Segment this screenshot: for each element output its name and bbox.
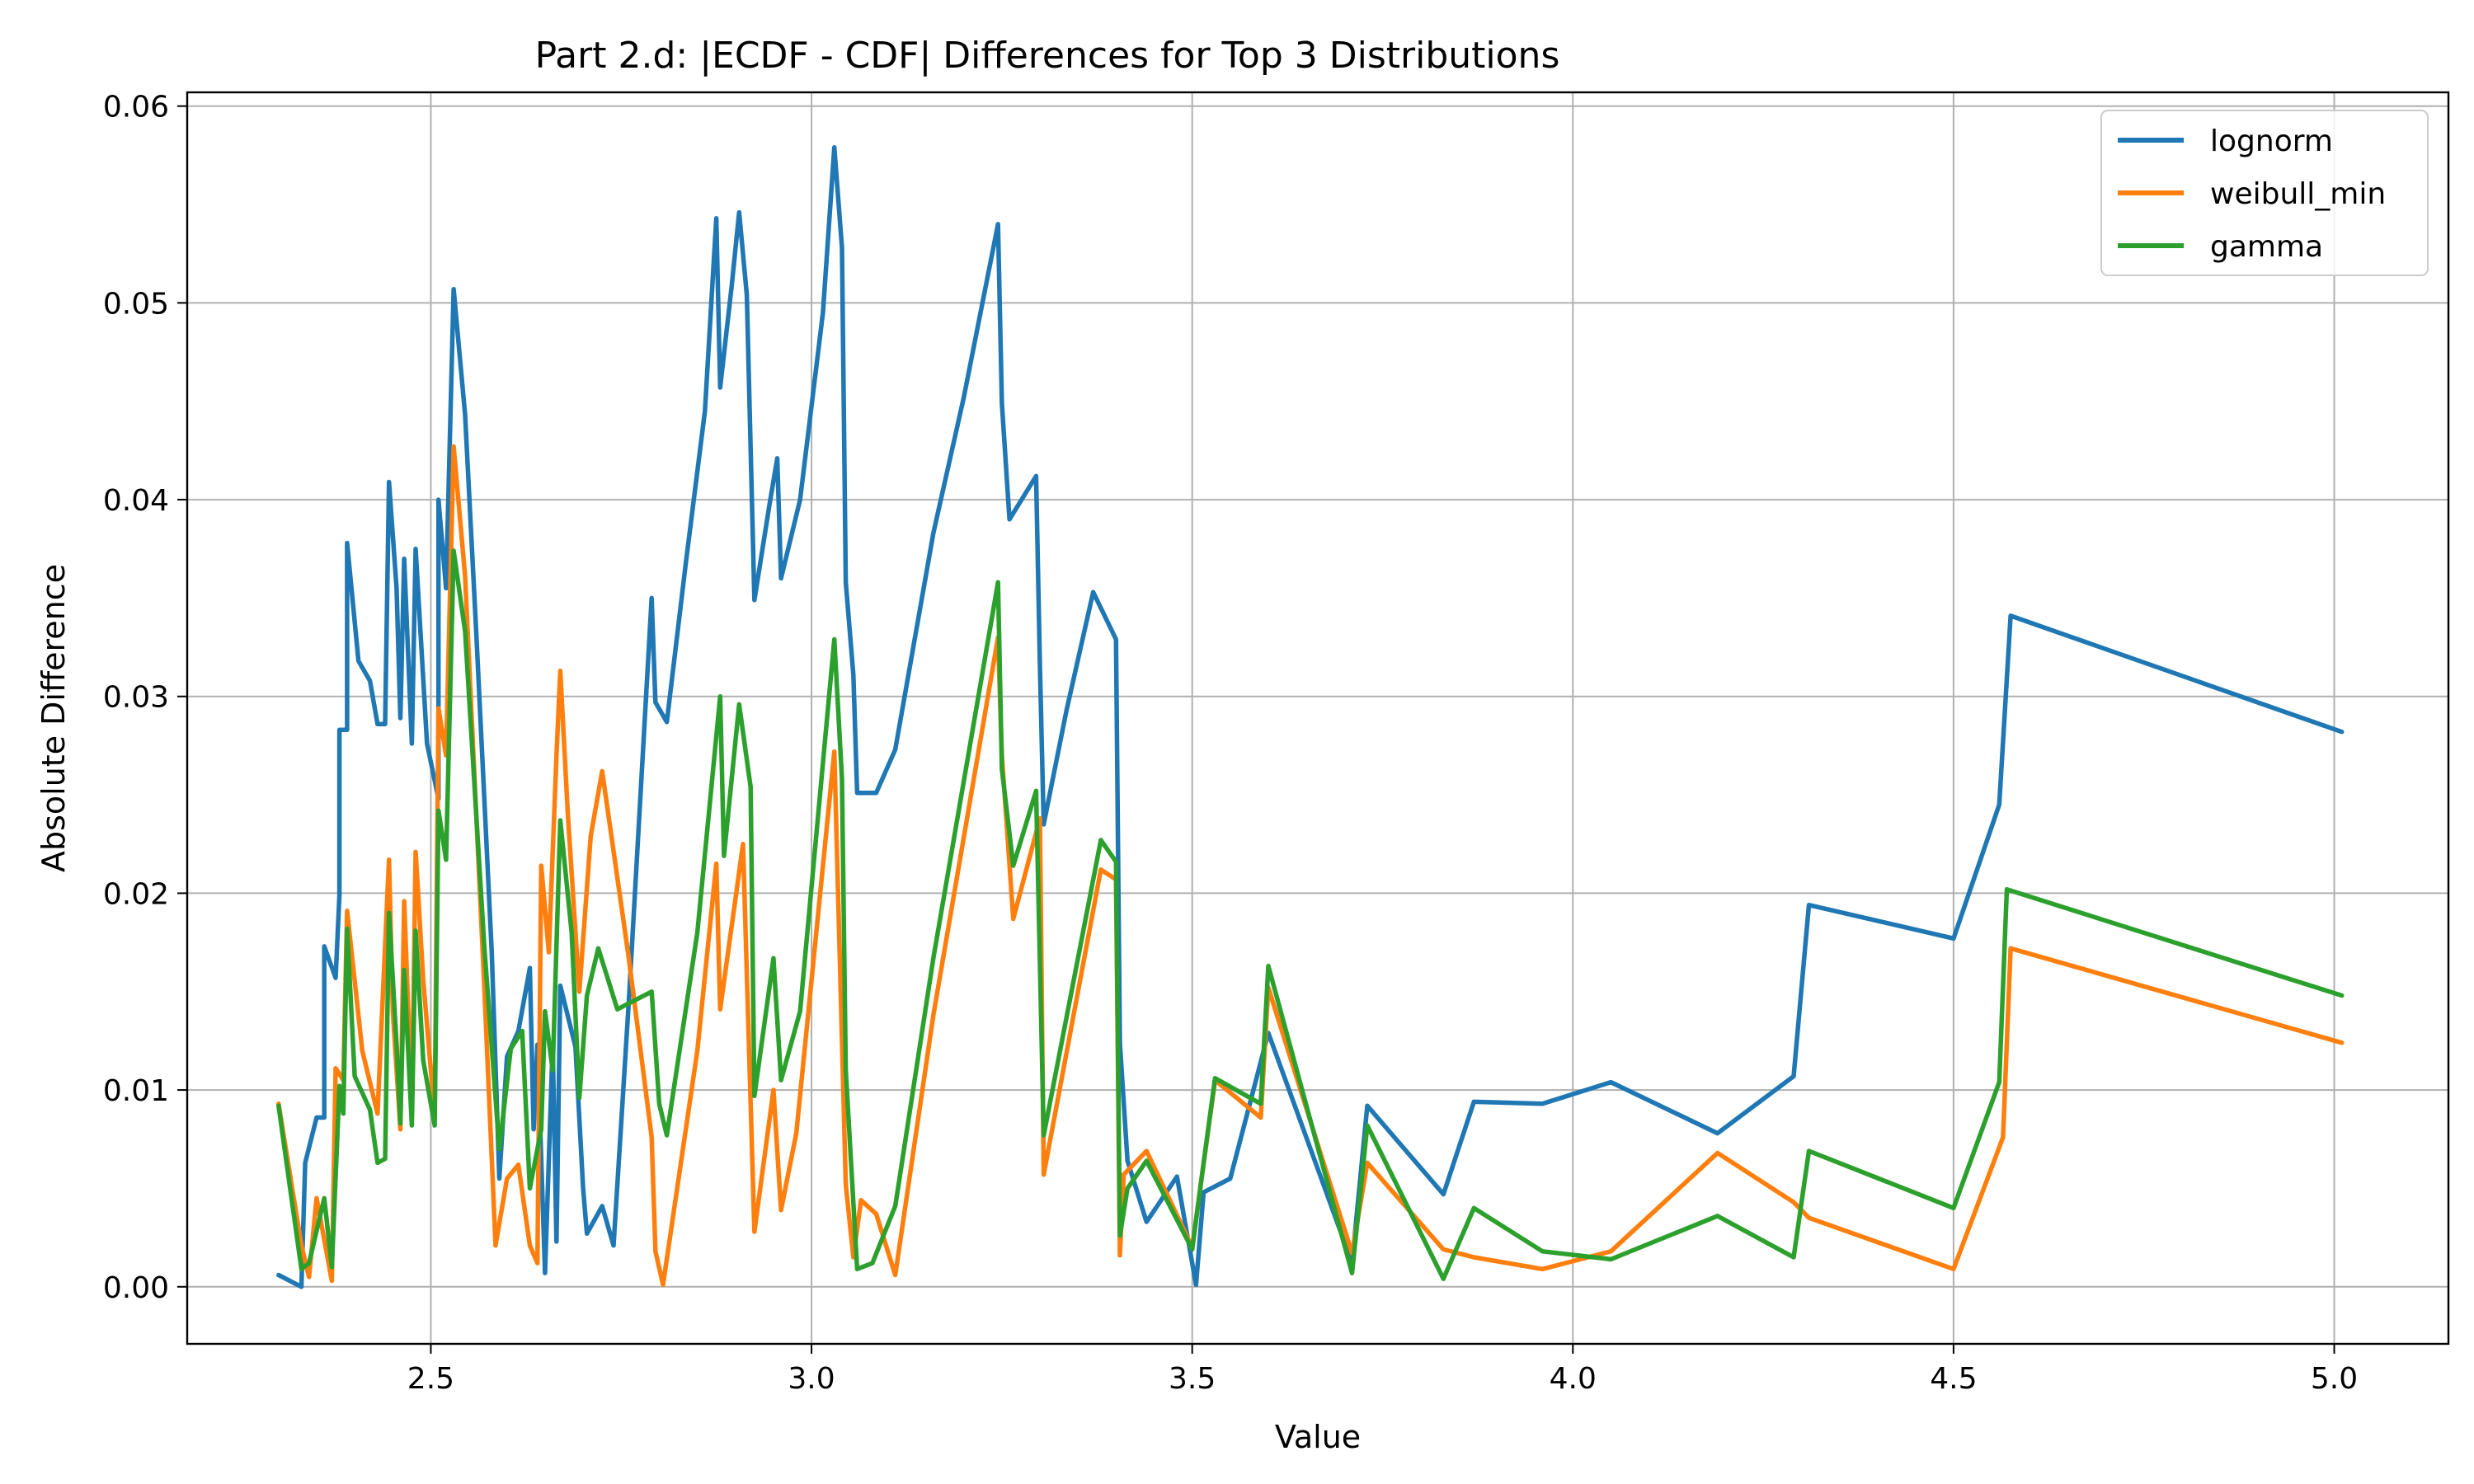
plot-lines <box>276 145 2345 1289</box>
y-tick-label: 0.05 <box>103 287 169 321</box>
x-axis-ticks: 2.5 3.0 3.5 4.0 4.5 5.0 <box>407 1344 2358 1396</box>
y-tick-label: 0.02 <box>103 877 169 911</box>
x-tick-label: 3.0 <box>788 1362 835 1396</box>
y-axis-ticks: 0.00 0.01 0.02 0.03 0.04 0.05 0.06 <box>103 91 187 1305</box>
legend-label: weibull_min <box>2210 177 2386 211</box>
plot-area-frame <box>186 91 2450 1345</box>
series-line-gamma <box>276 548 2345 1281</box>
x-axis-label: Value <box>1275 1419 1361 1455</box>
x-tick-label: 4.5 <box>1930 1362 1977 1396</box>
legend-label: gamma <box>2210 230 2323 264</box>
chart-title: Part 2.d: |ECDF - CDF| Differences for T… <box>535 35 1560 77</box>
y-tick-label: 0.03 <box>103 681 169 715</box>
x-tick-label: 3.5 <box>1169 1362 1216 1396</box>
y-tick-label: 0.00 <box>103 1271 169 1305</box>
grid <box>187 92 2448 1344</box>
y-tick-label: 0.01 <box>103 1074 169 1108</box>
y-axis-label: Absolute Difference <box>35 564 72 872</box>
y-tick-label: 0.04 <box>103 484 169 518</box>
x-tick-label: 2.5 <box>407 1362 454 1396</box>
x-tick-label: 4.0 <box>1550 1362 1597 1396</box>
legend-label: lognorm <box>2210 124 2333 158</box>
y-tick-label: 0.06 <box>103 91 169 124</box>
legend-box <box>2100 110 2429 276</box>
x-tick-label: 5.0 <box>2311 1362 2358 1396</box>
